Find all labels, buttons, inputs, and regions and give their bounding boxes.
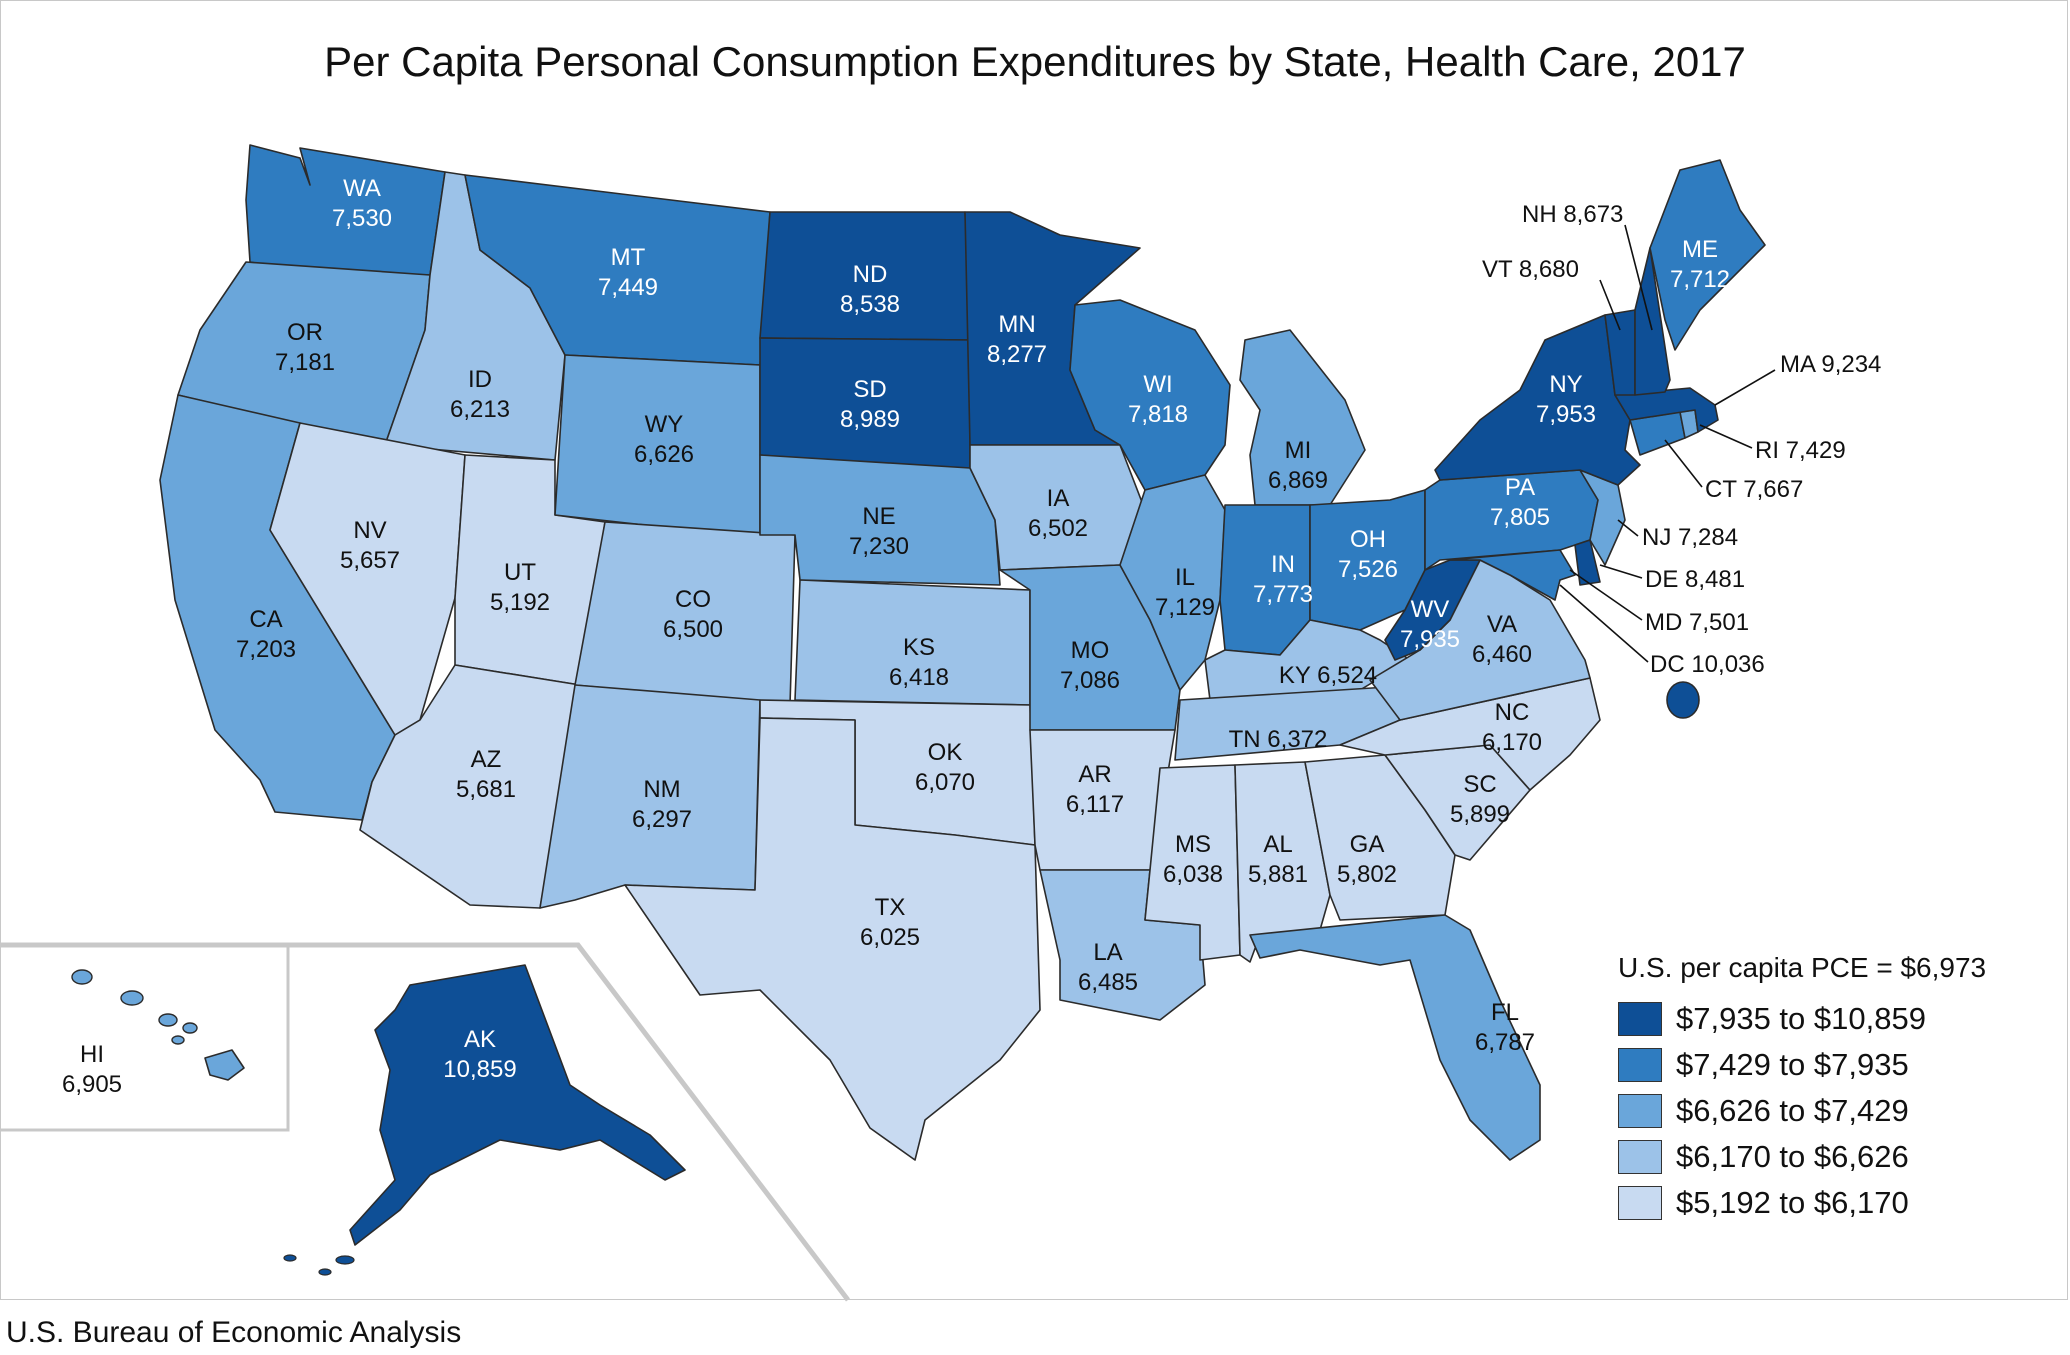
map-title: Per Capita Personal Consumption Expendit…	[324, 38, 1746, 85]
label-TX: TX 6,025	[860, 894, 920, 951]
label-AL: AL 5,881	[1248, 831, 1308, 888]
legend-row: $5,192 to $6,170	[1618, 1180, 2038, 1226]
label-CO: CO 6,500	[663, 586, 723, 643]
label-SC: SC 5,899	[1450, 771, 1510, 828]
state-CO	[574, 521, 796, 706]
callout-NH: NH 8,673	[1522, 201, 1623, 228]
legend-note: U.S. per capita PCE = $6,973	[1618, 952, 1987, 983]
label-ME: ME 7,712	[1670, 236, 1730, 293]
label-HI: HI 6,905	[62, 1041, 122, 1098]
label-NC: NC 6,170	[1482, 699, 1542, 756]
label-TN: TN 6,372	[1229, 726, 1328, 753]
label-VA: VA 6,460	[1472, 611, 1532, 668]
state-NH	[1634, 247, 1671, 396]
label-FL: FL 6,787	[1475, 999, 1535, 1056]
callout-MA: MA 9,234	[1780, 351, 1881, 378]
legend-label: $6,170 to $6,626	[1676, 1139, 1909, 1174]
label-NE: NE 7,230	[849, 503, 909, 560]
legend-swatch	[1618, 1002, 1662, 1036]
label-KY: KY 6,524	[1279, 662, 1377, 689]
callout-DC: DC 10,036	[1650, 651, 1765, 678]
state-WV	[1384, 559, 1481, 661]
legend: U.S. per capita PCE = $6,973 $7,935 to $…	[1618, 952, 2038, 1226]
label-WA: WA 7,530	[332, 175, 392, 232]
callout-NJ: NJ 7,284	[1642, 524, 1738, 551]
label-MO: MO 7,086	[1060, 637, 1120, 694]
legend-row: $7,429 to $7,935	[1618, 1042, 2038, 1088]
label-PA: PA 7,805	[1490, 474, 1550, 531]
label-WY: WY 6,626	[634, 411, 694, 468]
label-NY: NY 7,953	[1536, 371, 1596, 428]
state-AK	[349, 964, 686, 1246]
legend-label: $5,192 to $6,170	[1676, 1185, 1909, 1220]
label-OH: OH 7,526	[1338, 526, 1398, 583]
label-ND: ND 8,538	[840, 261, 900, 318]
label-UT: UT 5,192	[490, 559, 550, 616]
label-MI: MI 6,869	[1268, 437, 1328, 494]
legend-label: $7,429 to $7,935	[1676, 1047, 1909, 1082]
label-NV: NV 5,657	[340, 517, 400, 574]
state-SD	[759, 337, 971, 471]
state-FL	[1249, 914, 1541, 1161]
state-MA	[1614, 387, 1719, 433]
label-CA: CA 7,203	[236, 606, 296, 663]
label-IN: IN 7,773	[1253, 551, 1313, 608]
label-MN: MN 8,277	[987, 311, 1047, 368]
label-WI: WI 7,818	[1128, 371, 1188, 428]
map-frame	[0, 0, 2068, 1300]
legend-row: $6,170 to $6,626	[1618, 1134, 2038, 1180]
legend-swatch	[1618, 1186, 1662, 1220]
state-DE	[1574, 539, 1601, 586]
legend-row: $6,626 to $7,429	[1618, 1088, 2038, 1134]
callout-CT: CT 7,667	[1705, 476, 1803, 503]
state-MD	[1449, 549, 1576, 601]
label-AK: AK 10,859	[443, 1026, 516, 1083]
state-IN	[1219, 504, 1311, 656]
label-NM: NM 6,297	[632, 776, 692, 833]
label-SD: SD 8,989	[840, 376, 900, 433]
label-IA: IA 6,502	[1028, 485, 1088, 542]
legend-swatch	[1618, 1094, 1662, 1128]
label-OR: OR 7,181	[275, 319, 335, 376]
legend-label: $7,935 to $10,859	[1676, 1001, 1926, 1036]
source-credit: U.S. Bureau of Economic Analysis	[6, 1316, 462, 1349]
dc-marker	[1666, 681, 1700, 719]
label-MS: MS 6,038	[1163, 831, 1223, 888]
callout-MD: MD 7,501	[1645, 609, 1749, 636]
label-AR: AR 6,117	[1066, 761, 1124, 818]
legend-label: $6,626 to $7,429	[1676, 1093, 1909, 1128]
label-WV: WV 7,935	[1400, 596, 1460, 653]
label-MT: MT 7,449	[598, 244, 658, 301]
legend-row: $7,935 to $10,859	[1618, 996, 2038, 1042]
label-AZ: AZ 5,681	[456, 746, 516, 803]
callout-DE: DE 8,481	[1645, 566, 1745, 593]
state-HI	[204, 1049, 245, 1081]
legend-swatch	[1618, 1048, 1662, 1082]
state-ME	[1649, 159, 1766, 351]
label-KS: KS 6,418	[889, 634, 949, 691]
legend-swatch	[1618, 1140, 1662, 1174]
label-ID: ID 6,213	[450, 366, 510, 423]
state-TX	[624, 717, 1041, 1161]
callout-VT: VT 8,680	[1482, 256, 1579, 283]
label-OK: OK 6,070	[915, 739, 975, 796]
label-IL: IL 7,129	[1155, 564, 1215, 621]
label-LA: LA 6,485	[1078, 939, 1138, 996]
callout-RI: RI 7,429	[1755, 437, 1846, 464]
label-GA: GA 5,802	[1337, 831, 1397, 888]
